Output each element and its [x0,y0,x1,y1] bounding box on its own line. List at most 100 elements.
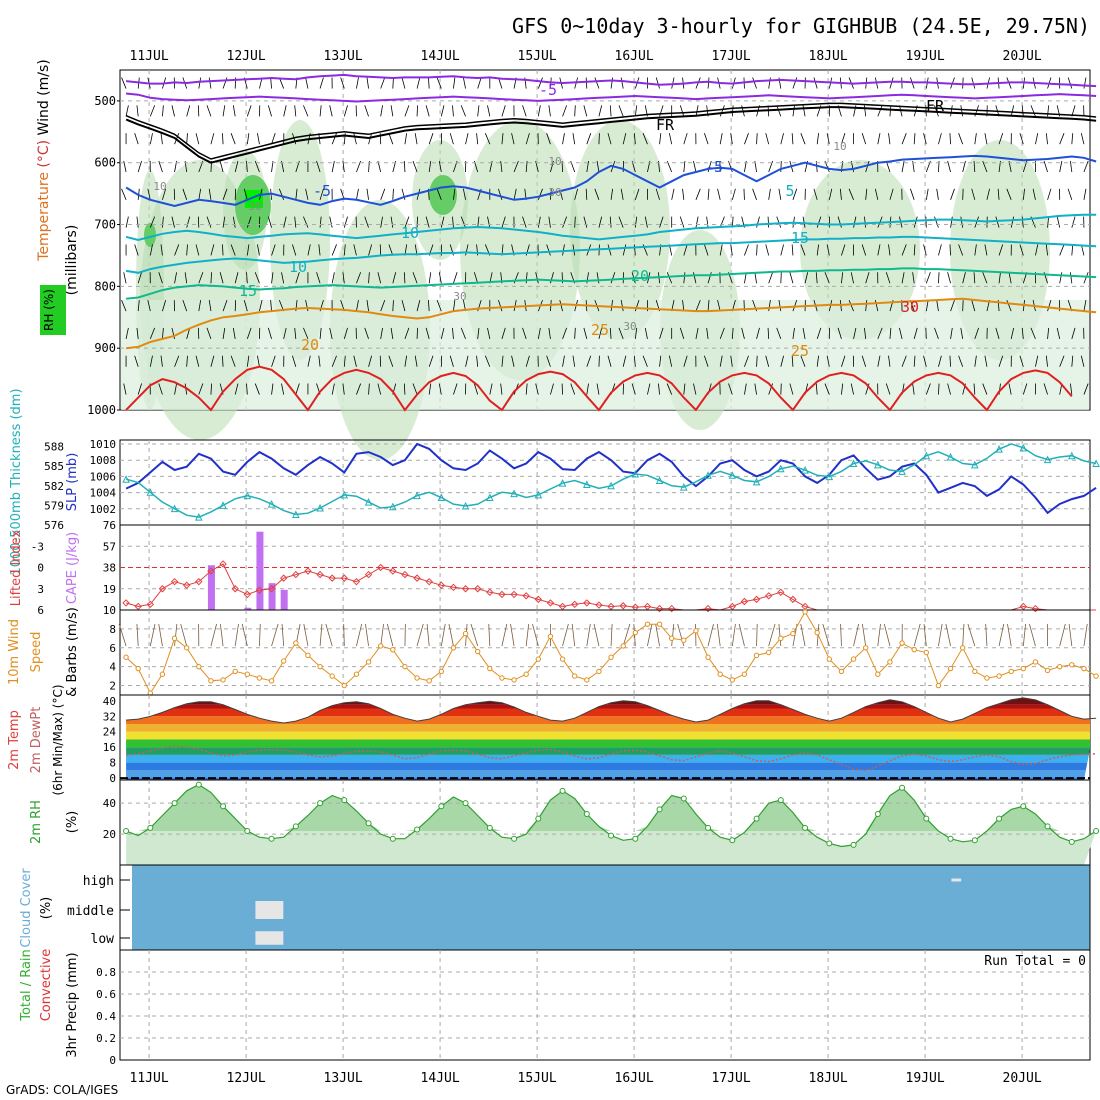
wind10m-barb [985,623,988,647]
wind-barb [158,160,163,173]
wind-barb [123,383,127,395]
wind-barb [522,327,527,340]
wind-barb [925,383,931,395]
wind-barb [331,272,335,284]
wind-barb [586,355,592,367]
wind-barb [425,327,430,340]
wind-barb [487,216,491,228]
wind10m-barb [386,623,394,647]
rh2m-tick-label: 40 [103,797,116,810]
wind-barb [744,383,747,395]
lifted-index-marker [643,602,652,611]
lifted-index-marker [558,602,567,611]
wind-barb [513,188,517,200]
wind-barb [719,216,725,228]
wind10m-barb [945,623,951,647]
wind-barb [765,244,770,256]
wind-barb [889,105,892,117]
wind10m-marker [959,645,966,651]
x-tick-label: 11JUL [130,1071,169,1086]
y-tick-label: 600 [94,156,116,170]
wind-barb [416,188,421,200]
wind-barb [792,105,795,117]
wind-barb [1019,244,1024,256]
wind-barb [633,355,636,367]
wind-barb [913,244,916,256]
thickness-marker [437,493,446,502]
wind10m-marker [790,630,796,637]
wind-barb [548,327,551,339]
wind-barb [693,383,697,395]
wind-barb [934,105,939,117]
temperature-band [126,708,1090,717]
wind-barb [802,216,806,228]
wind-barb [620,300,624,312]
wind-barb [390,105,394,117]
wind-barb [744,133,749,145]
wind-barb [1008,383,1012,395]
wind10m-barb [174,623,178,647]
wind-barb [356,272,362,284]
wind-barb [222,244,224,256]
wind-barb [765,355,770,367]
wind10m-marker [681,637,687,643]
thickness-marker [922,451,931,460]
wind10m-barb [259,623,261,647]
wind-barb [294,105,297,117]
wind-barb [210,272,212,284]
wind-barb [679,105,685,117]
wind-barb [679,216,685,228]
wind-barb [1083,383,1089,395]
wind-barb [618,216,624,228]
thickness-marker [680,482,688,491]
wind-barb [853,216,857,228]
wind-barb [974,216,979,228]
thickness-tick-label: 576 [44,519,64,532]
wind-barb [1019,133,1024,145]
wind10m-barb [470,623,479,647]
wind-barb [995,216,1000,228]
rh2m-marker [680,795,687,802]
cape-bar [280,589,288,610]
wind-barb [780,355,784,367]
wind-barb [476,133,479,145]
wind-barb [644,327,648,339]
thickness-marker [389,502,397,511]
wind-barb [938,133,942,145]
wind-barb [791,355,794,367]
wind10m-barb [671,623,675,647]
wind-barb [452,327,454,339]
wind-barb [1035,244,1039,256]
wind-barb [368,272,370,284]
wind-barb [730,244,733,256]
wind-barb [960,105,964,117]
wind-barb [171,105,175,117]
wind-barb [319,77,324,89]
wind-barb [440,327,445,340]
wind10m-marker [353,671,360,677]
rh2m-marker [971,837,978,844]
wind-barb [1071,355,1074,367]
wind-barb [864,105,867,117]
wind10m-marker [656,621,663,627]
wind-barb [778,300,782,312]
wind-barb [583,327,588,340]
rh-contour-label: 10 [548,155,561,168]
thickness-marker [413,491,421,500]
wind-barb [813,77,818,89]
wind-barb [789,272,794,284]
wind-barb [960,327,964,339]
wind10m-marker [523,671,529,677]
dewpoint-line [126,745,1097,772]
cape-bar [207,565,215,610]
wind-barb [792,299,798,312]
rh2m-marker [1093,828,1100,834]
wind-barb [484,133,491,145]
rh2m-marker [559,787,566,794]
wind-barb [644,216,648,228]
wind-barb [683,383,686,395]
wind10m-marker [850,656,857,662]
wind10m-barb [853,623,860,647]
thickness-marker [316,503,324,512]
